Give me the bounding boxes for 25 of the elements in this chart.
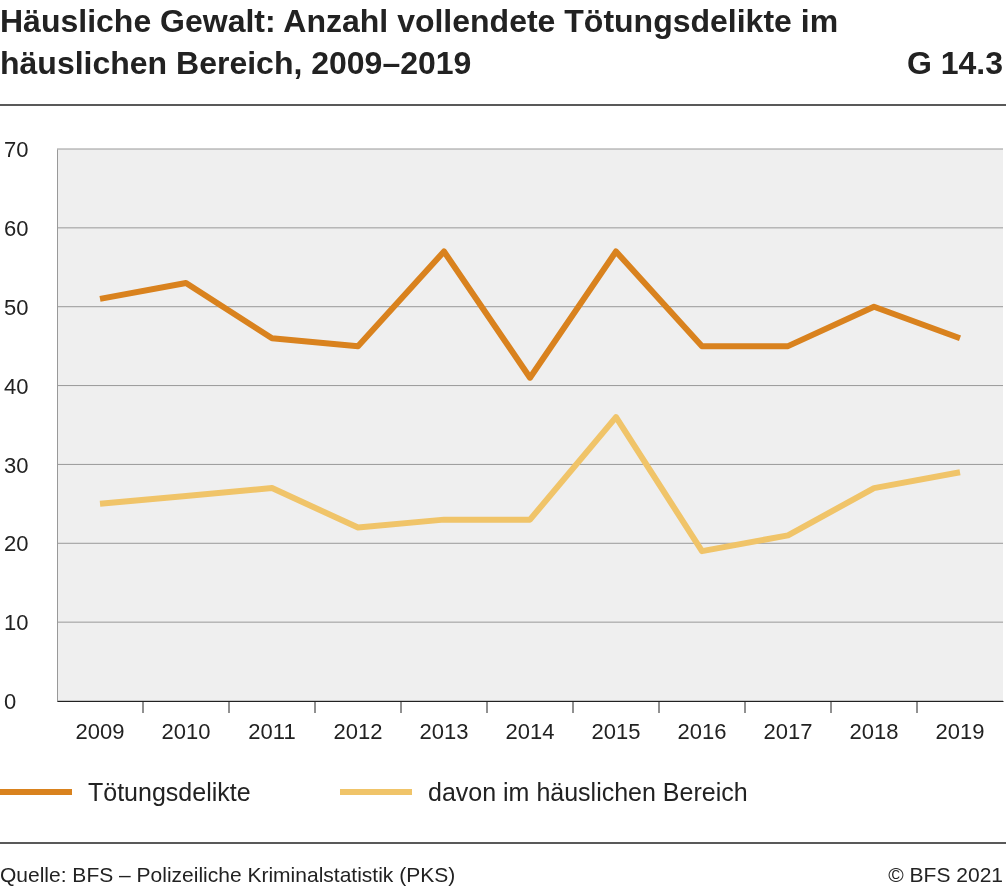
- y-tick-label: 20: [4, 531, 29, 557]
- x-tick-label: 2016: [677, 718, 727, 744]
- y-tick-label: 30: [4, 452, 29, 478]
- x-tick-label: 2011: [248, 718, 296, 744]
- x-tick-label: 2014: [505, 718, 555, 744]
- x-tick-label: 2012: [333, 718, 383, 744]
- y-tick-label: 0: [4, 689, 17, 715]
- x-tick-label: 2017: [763, 718, 813, 744]
- y-tick-label: 10: [4, 610, 29, 636]
- y-tick-label: 40: [4, 373, 29, 399]
- x-tick-label: 2018: [849, 718, 899, 744]
- source-note: Quelle: BFS – Polizeiliche Kriminalstatistik (PKS): [0, 863, 456, 886]
- legend-label: davon im häuslichen Bereich: [428, 778, 748, 806]
- y-tick-label: 70: [4, 137, 29, 163]
- chart-title: Häusliche Gewalt: Anzahl vollendete Tötungsdelikte im häuslichen Bereich, 2009–2019: [0, 3, 839, 81]
- text: G 14.3: [906, 45, 1003, 81]
- x-tick-label: 2015: [591, 718, 641, 744]
- x-tick-label: 2013: [419, 718, 469, 744]
- x-tick-label: 2010: [161, 718, 211, 744]
- y-tick-label: 50: [4, 294, 29, 320]
- x-tick-label: 2009: [75, 718, 125, 744]
- x-tick-label: 2019: [935, 718, 985, 744]
- y-tick-label: 60: [4, 216, 29, 242]
- legend-label: Tötungsdelikte: [88, 778, 251, 806]
- text: © BFS 2021: [888, 863, 1003, 886]
